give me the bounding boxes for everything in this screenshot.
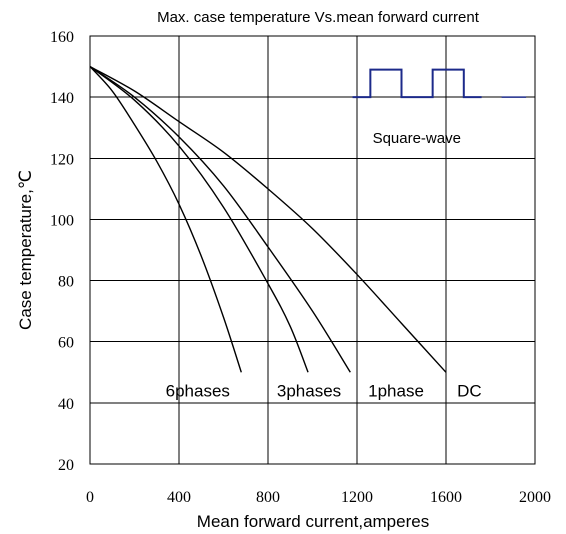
x-tick-label: 2000 xyxy=(519,489,551,506)
square-wave-label: Square-wave xyxy=(373,130,461,147)
x-tick-label: 1600 xyxy=(430,489,462,506)
series-label-dc: DC xyxy=(457,382,482,401)
series-label-1phase: 1phase xyxy=(368,382,424,401)
series-line-1phase xyxy=(89,65,351,373)
x-tick-label: 800 xyxy=(256,489,280,506)
square-wave-inset: Square-wave xyxy=(352,68,527,147)
x-tick-label: 400 xyxy=(167,489,191,506)
y-tick-label: 100 xyxy=(50,212,74,229)
series-line-dc xyxy=(89,65,447,373)
x-tick-labels: 0 400 800 1200 1600 2000 xyxy=(86,489,551,506)
series-line-6phases xyxy=(89,66,242,373)
y-tick-label: 160 xyxy=(50,29,74,46)
series-label-6phases: 6phases xyxy=(166,382,230,401)
chart-title: Max. case temperature Vs.mean forward cu… xyxy=(157,9,480,26)
series-labels: 6phases 3phases 1phase DC xyxy=(166,382,482,401)
series-line-3phases xyxy=(89,66,309,373)
y-axis-title: Case temperature,℃ xyxy=(16,170,35,330)
x-tick-label: 1200 xyxy=(341,489,373,506)
plot-border xyxy=(89,35,536,465)
y-tick-label: 60 xyxy=(58,335,74,352)
y-tick-label: 120 xyxy=(50,151,74,168)
y-tick-label: 140 xyxy=(50,90,74,107)
y-tick-label: 20 xyxy=(58,457,74,474)
y-tick-label: 40 xyxy=(58,396,74,413)
y-tick-labels: 20 40 60 80 100 120 140 160 xyxy=(50,29,74,474)
series-label-3phases: 3phases xyxy=(277,382,341,401)
series-lines xyxy=(89,65,447,373)
square-wave-line xyxy=(352,68,482,99)
y-tick-label: 80 xyxy=(58,274,74,291)
x-tick-label: 0 xyxy=(86,489,94,506)
x-axis-title: Mean forward current,amperes xyxy=(197,512,429,531)
